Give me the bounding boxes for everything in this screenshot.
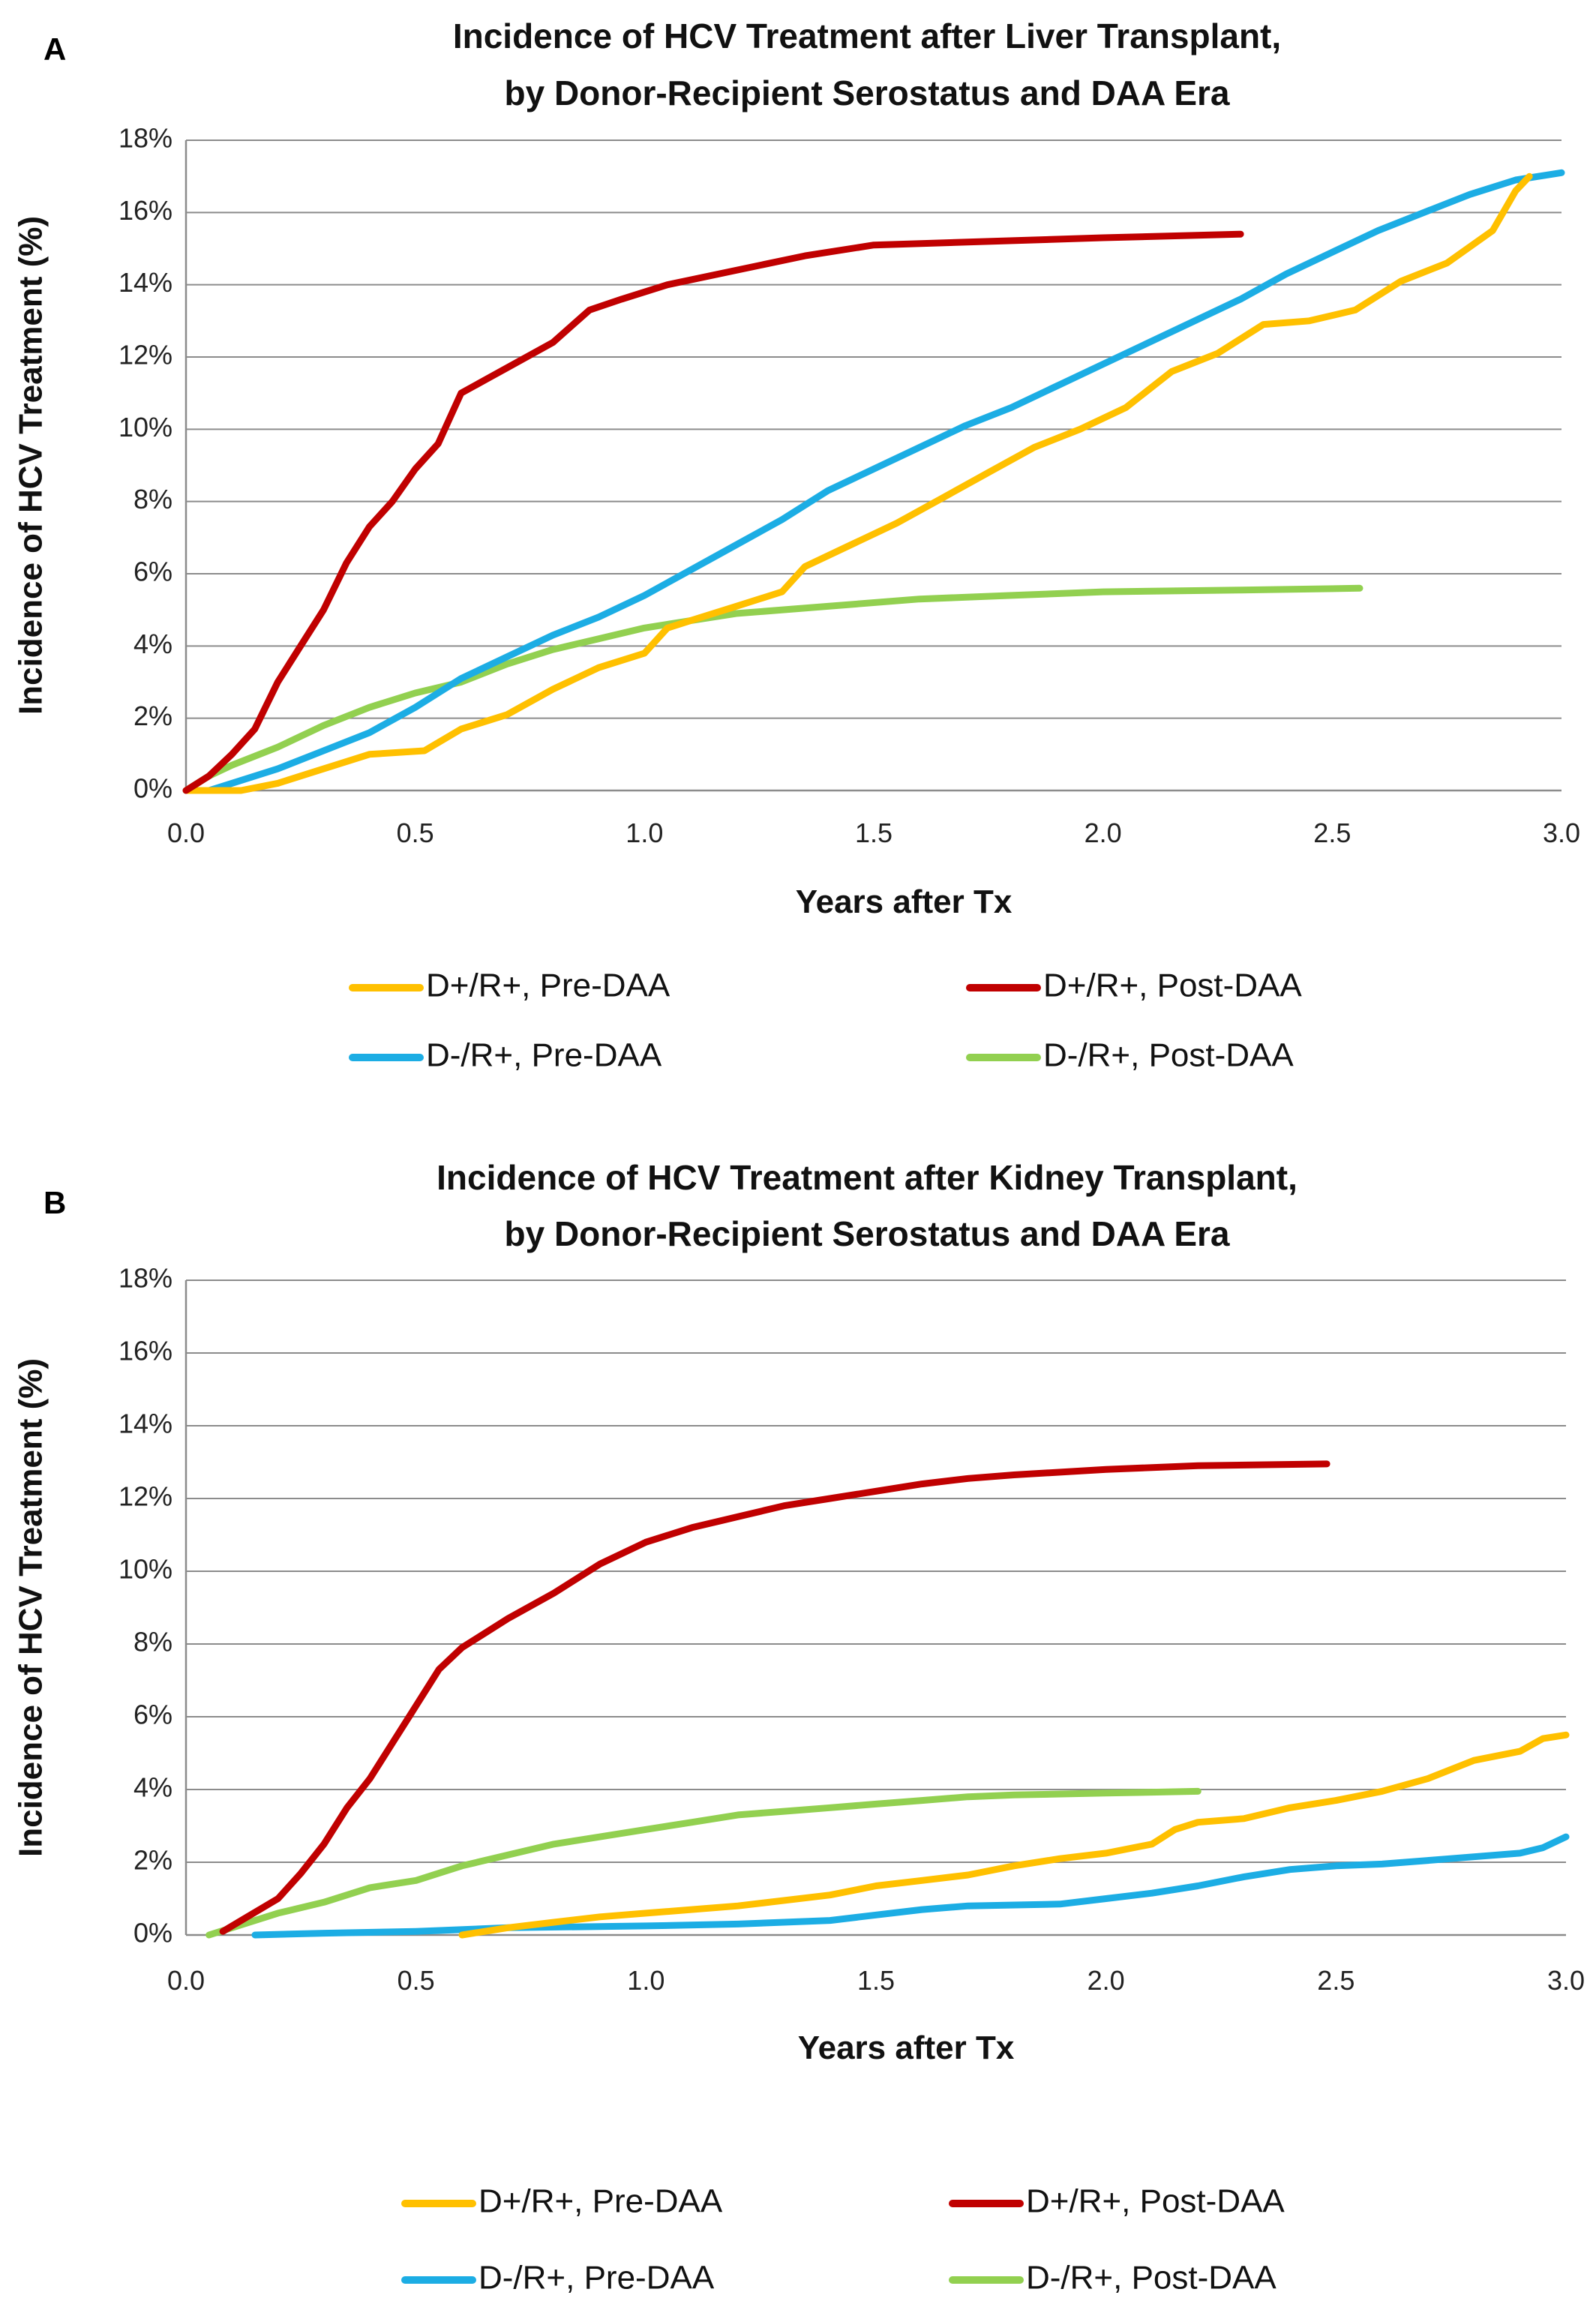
- legend-label: D-/R+, Pre-DAA: [426, 1037, 662, 1074]
- legend-label: D-/R+, Pre-DAA: [478, 2260, 715, 2296]
- legend-entry: D+/R+, Post-DAA: [966, 968, 1302, 1004]
- y-tick-label: 12%: [118, 1481, 172, 1512]
- x-tick-label: 1.0: [626, 818, 663, 848]
- x-tick-label: 3.0: [1543, 818, 1580, 848]
- legend-entry: D+/R+, Pre-DAA: [349, 968, 670, 1004]
- y-tick-label: 2%: [134, 1845, 172, 1876]
- legend-label: D+/R+, Post-DAA: [1043, 968, 1302, 1004]
- x-axis-title: Years after Tx: [796, 884, 1012, 920]
- legend-label: D+/R+, Pre-DAA: [426, 968, 670, 1004]
- series-line-d-r-post-daa: [219, 1460, 1330, 1935]
- y-tick-label: 4%: [134, 628, 172, 659]
- y-tick-label: 10%: [118, 1554, 172, 1585]
- series-line-d-r-post-daa: [206, 1787, 1202, 1939]
- series-line-d-r-post-daa: [182, 584, 1364, 794]
- y-tick-label: 14%: [118, 1408, 172, 1439]
- legend-entry: D+/R+, Post-DAA: [949, 2183, 1285, 2220]
- y-tick-label: 18%: [118, 1263, 172, 1294]
- x-tick-label: 2.0: [1088, 1965, 1125, 1996]
- legend-entry: D-/R+, Post-DAA: [966, 1037, 1294, 1074]
- series-line-d-r-pre-daa: [182, 169, 1565, 794]
- x-tick-label: 2.5: [1317, 1965, 1354, 1996]
- x-tick-label: 0.5: [398, 1965, 435, 1996]
- legend-entry: D-/R+, Pre-DAA: [401, 2260, 715, 2296]
- x-tick-label: 0.0: [167, 1965, 205, 1996]
- panel-letter: B: [44, 1185, 66, 1220]
- y-axis-title: Incidence of HCV Treatment (%): [13, 1358, 50, 1857]
- x-tick-label: 0.0: [167, 818, 205, 848]
- legend-entry: D-/R+, Pre-DAA: [349, 1037, 662, 1074]
- legend-label: D+/R+, Post-DAA: [1026, 2183, 1285, 2220]
- chart-title-line: Incidence of HCV Treatment after Kidney …: [436, 1158, 1298, 1197]
- x-tick-label: 2.0: [1084, 818, 1122, 848]
- series-line-d-r-pre-daa: [251, 1833, 1570, 1939]
- y-tick-label: 16%: [118, 195, 172, 226]
- panel-b: B Incidence of HCV Treatment after Kidney…: [13, 1158, 1585, 2296]
- legend-label: D+/R+, Pre-DAA: [478, 2183, 723, 2220]
- y-tick-label: 2%: [134, 700, 172, 731]
- y-axis-title: Incidence of HCV Treatment (%): [13, 216, 50, 715]
- series-line-d-r-post-daa: [182, 230, 1244, 794]
- y-tick-label: 18%: [118, 123, 172, 154]
- y-tick-label: 12%: [118, 340, 172, 370]
- legend-entry: D+/R+, Pre-DAA: [401, 2183, 723, 2220]
- panel-letter: A: [44, 32, 66, 67]
- y-tick-label: 4%: [134, 1772, 172, 1803]
- y-tick-label: 10%: [118, 412, 172, 442]
- x-tick-label: 3.0: [1547, 1965, 1585, 1996]
- x-tick-label: 2.5: [1313, 818, 1351, 848]
- y-tick-label: 8%: [134, 1627, 172, 1658]
- x-tick-label: 1.5: [857, 1965, 895, 1996]
- series-line-d-r-pre-daa: [182, 172, 1533, 794]
- chart-title-line: by Donor-Recipient Serostatus and DAA Er…: [504, 74, 1229, 112]
- x-axis-title: Years after Tx: [798, 2030, 1015, 2066]
- legend-label: D-/R+, Post-DAA: [1026, 2260, 1276, 2296]
- y-tick-label: 16%: [118, 1336, 172, 1366]
- y-tick-label: 6%: [134, 1700, 172, 1730]
- y-tick-label: 0%: [134, 1918, 172, 1948]
- chart-title-line: by Donor-Recipient Serostatus and DAA Er…: [504, 1214, 1229, 1253]
- y-tick-label: 14%: [118, 267, 172, 298]
- legend-entry: D-/R+, Post-DAA: [949, 2260, 1276, 2296]
- y-tick-label: 8%: [134, 484, 172, 514]
- panel-a: A Incidence of HCV Treatment after Liver …: [13, 16, 1580, 1073]
- x-tick-label: 0.5: [397, 818, 434, 848]
- y-tick-label: 0%: [134, 773, 172, 804]
- x-tick-label: 1.5: [855, 818, 892, 848]
- series-line-d-r-pre-daa: [458, 1731, 1570, 1939]
- x-tick-label: 1.0: [627, 1965, 664, 1996]
- y-tick-label: 6%: [134, 556, 172, 587]
- legend-label: D-/R+, Post-DAA: [1043, 1037, 1294, 1074]
- chart-title-line: Incidence of HCV Treatment after Liver T…: [453, 16, 1281, 56]
